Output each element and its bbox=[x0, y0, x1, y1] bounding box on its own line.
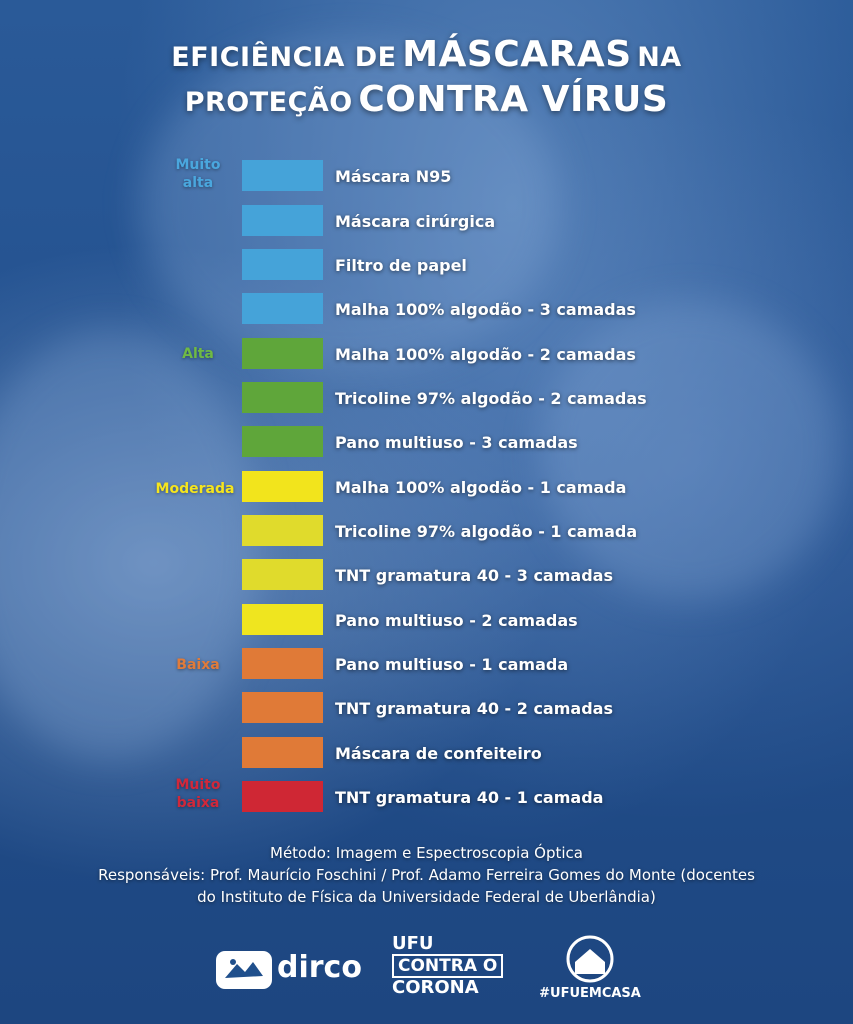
efficiency-swatch bbox=[242, 515, 323, 546]
ufu-em-casa-logo: #UFUEMCASA bbox=[535, 934, 645, 1006]
house-icon bbox=[566, 935, 614, 983]
title-part5: CONTRA VÍRUS bbox=[358, 79, 669, 120]
dirco-wordmark: dirco bbox=[277, 950, 362, 985]
dirco-emblem-icon bbox=[216, 951, 272, 989]
efficiency-swatch bbox=[242, 382, 323, 413]
list-item: Máscara de confeiteiro bbox=[0, 737, 853, 781]
dirco-logo: dirco bbox=[215, 948, 365, 998]
level-moderada: Moderada bbox=[155, 481, 235, 497]
level-alta: Alta bbox=[182, 346, 214, 362]
efficiency-swatch bbox=[242, 648, 323, 679]
efficiency-swatch bbox=[242, 205, 323, 236]
list-item: Tricoline 97% algodão - 1 camada bbox=[0, 515, 853, 559]
list-item: Tricoline 97% algodão - 2 camadas bbox=[0, 382, 853, 426]
footer-responsible-2: do Instituto de Física da Universidade F… bbox=[197, 888, 656, 906]
efficiency-swatch bbox=[242, 249, 323, 280]
title-part1: EFICIÊNCIA DE bbox=[171, 42, 397, 73]
ufu-line2: CONTRA O bbox=[392, 954, 504, 978]
list-item: Máscara N95 bbox=[0, 160, 853, 204]
list-item: TNT gramatura 40 - 3 camadas bbox=[0, 559, 853, 603]
background-second-face-shape bbox=[540, 300, 840, 600]
footer-method: Método: Imagem e Espectroscopia Óptica bbox=[270, 844, 583, 862]
ufu-line1: UFU bbox=[392, 933, 434, 954]
mask-label: Malha 100% algodão - 2 camadas bbox=[335, 345, 636, 364]
ufu-em-casa-hashtag: #UFUEMCASA bbox=[539, 986, 641, 1001]
efficiency-swatch bbox=[242, 338, 323, 369]
efficiency-swatch bbox=[242, 781, 323, 812]
mask-label: Máscara de confeiteiro bbox=[335, 744, 542, 763]
list-item: Filtro de papel bbox=[0, 249, 853, 293]
efficiency-swatch bbox=[242, 692, 323, 723]
level-baixa: Baixa bbox=[176, 657, 220, 673]
list-item: Máscara cirúrgica bbox=[0, 205, 853, 249]
mask-label: Pano multiuso - 3 camadas bbox=[335, 433, 578, 452]
efficiency-swatch bbox=[242, 471, 323, 502]
list-item: Pano multiuso - 1 camada bbox=[0, 648, 853, 692]
mask-label: Malha 100% algodão - 3 camadas bbox=[335, 300, 636, 319]
efficiency-swatch bbox=[242, 293, 323, 324]
mask-label: Tricoline 97% algodão - 1 camada bbox=[335, 522, 638, 541]
title-part2: MÁSCARAS bbox=[402, 34, 632, 75]
list-item: Pano multiuso - 3 camadas bbox=[0, 426, 853, 470]
footer-responsible-1: Responsáveis: Prof. Maurício Foschini / … bbox=[98, 866, 755, 884]
title-part4: PROTEÇÃO bbox=[184, 87, 353, 118]
efficiency-swatch bbox=[242, 737, 323, 768]
background-fur-collar-shape bbox=[0, 330, 260, 760]
list-item: Pano multiuso - 2 camadas bbox=[0, 604, 853, 648]
list-item: Malha 100% algodão - 2 camadas bbox=[0, 338, 853, 382]
list-item: Malha 100% algodão - 1 camada bbox=[0, 471, 853, 515]
mask-label: Tricoline 97% algodão - 2 camadas bbox=[335, 389, 647, 408]
efficiency-swatch bbox=[242, 604, 323, 635]
mask-label: Pano multiuso - 1 camada bbox=[335, 655, 569, 674]
efficiency-swatch bbox=[242, 426, 323, 457]
level-muito-baixa: Muito baixa bbox=[175, 777, 221, 811]
list-item: TNT gramatura 40 - 2 camadas bbox=[0, 692, 853, 736]
list-item: Malha 100% algodão - 3 camadas bbox=[0, 293, 853, 337]
list-item: TNT gramatura 40 - 1 camada bbox=[0, 781, 853, 825]
mask-label: Filtro de papel bbox=[335, 256, 467, 275]
ufu-line3: CORONA bbox=[392, 977, 479, 998]
infographic-title: EFICIÊNCIA DE MÁSCARAS NA PROTEÇÃO CONTR… bbox=[0, 32, 853, 122]
mask-label: Máscara cirúrgica bbox=[335, 212, 496, 231]
efficiency-swatch bbox=[242, 559, 323, 590]
title-part3: NA bbox=[637, 42, 682, 73]
mask-label: Máscara N95 bbox=[335, 167, 452, 186]
mask-label: TNT gramatura 40 - 1 camada bbox=[335, 788, 604, 807]
efficiency-swatch bbox=[242, 160, 323, 191]
ufu-contra-corona-logo: UFU CONTRA O CORONA bbox=[392, 934, 507, 1004]
mask-label: Pano multiuso - 2 camadas bbox=[335, 611, 578, 630]
background-face-shape bbox=[140, 40, 560, 370]
mask-label: Malha 100% algodão - 1 camada bbox=[335, 478, 627, 497]
logo-bar: dirco UFU CONTRA O CORONA #UFUEMCASA bbox=[0, 928, 853, 1008]
level-muito-alta: Muito alta bbox=[175, 157, 221, 191]
mask-label: TNT gramatura 40 - 3 camadas bbox=[335, 566, 613, 585]
mask-label: TNT gramatura 40 - 2 camadas bbox=[335, 699, 613, 718]
